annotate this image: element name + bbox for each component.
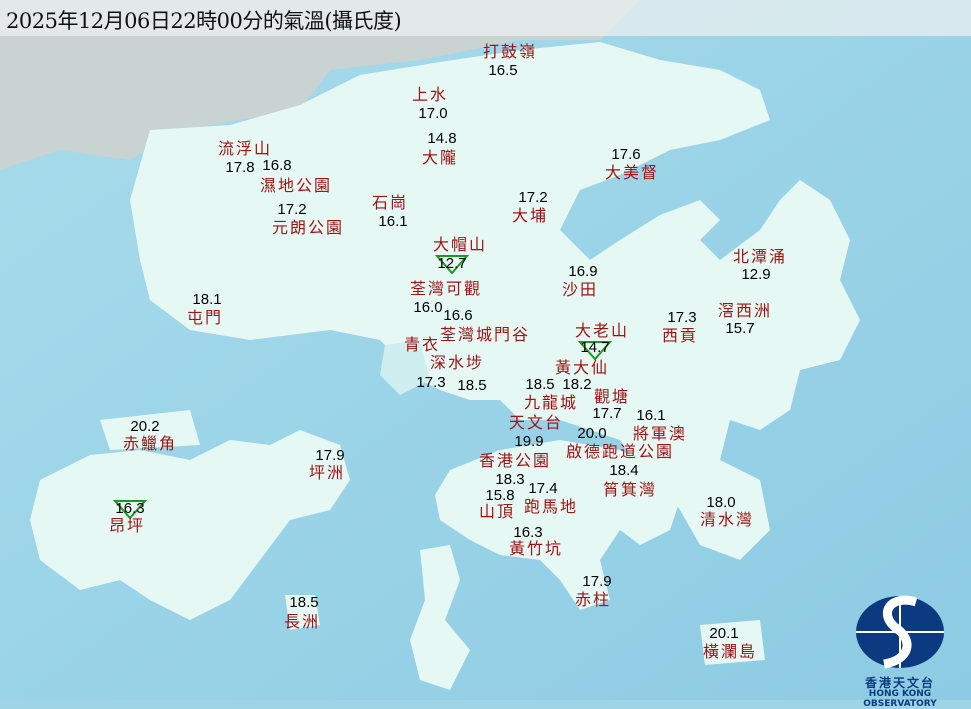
station-name: 山頂 [478,502,516,522]
station-temperature: 17.2 [277,200,307,218]
station-name: 橫瀾島 [702,642,758,662]
station-name: 打鼓嶺 [482,42,538,62]
station-temperature: 18.5 [289,593,319,611]
station-temperature: 15.7 [725,319,755,337]
station-temperature: 17.8 [225,158,255,176]
station-name: 大埔 [511,206,549,226]
logo-english-text: HONG KONG OBSERVATORY [863,689,937,709]
lantau-island [30,430,350,620]
tsing-yi [380,340,430,395]
station-temperature: 14.8 [427,129,457,147]
station-name: 深水埗 [429,353,485,373]
station-temperature: 17.3 [416,373,446,391]
station-temperature: 16.9 [568,262,598,280]
station-name: 北潭涌 [732,247,788,267]
map-title: 2025年12月06日22時00分的氣溫(攝氏度) [6,9,402,33]
new-territories-land [130,42,860,560]
station-name: 昂坪 [108,516,146,536]
station-name: 九龍城 [523,393,579,413]
station-temperature: 17.6 [611,145,641,163]
cheung-chau [285,595,320,630]
station-temperature: 18.1 [192,290,222,308]
shenzhen-land [0,0,640,170]
station-temperature: 16.3 [115,499,145,517]
station-name: 清水灣 [699,510,755,530]
station-name: 天文台 [508,413,564,433]
station-temperature: 17.7 [592,404,622,422]
station-name: 赤鱲角 [122,434,178,454]
station-temperature: 18.4 [609,461,639,479]
station-temperature: 20.1 [709,624,739,642]
station-name: 石崗 [371,193,409,213]
station-temperature: 18.2 [562,375,592,393]
station-name: 屯門 [186,308,224,328]
min-temp-triangle-icon [113,500,147,520]
station-name: 沙田 [561,280,599,300]
station-temperature: 16.8 [262,156,292,174]
waglan-area [700,620,765,665]
station-temperature: 20.2 [130,417,160,435]
station-name: 筲箕灣 [602,480,658,500]
station-temperature: 17.9 [582,572,612,590]
min-temp-triangle-icon [435,255,469,275]
station-temperature: 18.0 [706,493,736,511]
station-name: 赤柱 [574,590,612,610]
station-temperature: 16.0 [413,298,443,316]
station-name: 大老山 [574,321,630,341]
station-name: 濕地公園 [259,176,333,196]
station-temperature: 16.6 [443,306,473,324]
station-name: 啟德跑道公園 [565,442,675,462]
station-name: 大帽山 [432,235,488,255]
lamma-island [410,545,470,690]
station-temperature: 17.0 [418,104,448,122]
station-temperature: 12.9 [741,265,771,283]
title-bar: 2025年12月06日22時00分的氣溫(攝氏度) [0,0,971,36]
station-name: 大美督 [604,163,660,183]
station-name: 滘西洲 [717,301,773,321]
station-name: 香港公園 [478,451,552,471]
station-name: 西貢 [661,326,699,346]
logo-chinese-text: 香港天文台 [864,676,935,690]
station-name: 長洲 [283,612,321,632]
station-temperature: 16.5 [488,61,518,79]
station-temperature: 16.3 [513,523,543,541]
station-temperature: 12.7 [437,254,467,272]
station-temperature: 14.7 [580,338,610,356]
station-name: 黃大仙 [554,358,610,378]
station-name: 大隴 [421,148,459,168]
station-name: 荃灣可觀 [409,279,483,299]
station-temperature: 19.9 [514,432,544,450]
station-name: 荃灣城門谷 [439,325,531,345]
station-name: 元朗公園 [271,218,345,238]
station-temperature: 18.5 [525,375,555,393]
station-name: 流浮山 [217,139,273,159]
station-temperature: 17.4 [528,479,558,497]
station-name: 上水 [411,85,449,105]
hko-logo: 香港天文台 HONG KONG OBSERVATORY [840,588,960,709]
station-temperature: 16.1 [636,406,666,424]
station-name: 跑馬地 [523,497,579,517]
station-temperature: 18.5 [457,376,487,394]
station-name: 黃竹坑 [508,538,564,558]
station-name: 青衣 [403,335,441,355]
hko-emblem-icon [856,595,944,669]
station-name: 坪洲 [308,463,346,483]
airport-island [100,410,200,450]
hong-kong-island [435,440,680,610]
station-temperature: 18.3 [495,470,525,488]
station-name: 觀塘 [593,387,631,407]
station-temperature: 20.0 [577,424,607,442]
station-name: 將軍澳 [632,424,688,444]
station-temperature: 17.3 [667,308,697,326]
min-temp-triangle-icon [578,341,612,361]
station-temperature: 17.2 [518,188,548,206]
station-temperature: 17.9 [315,446,345,464]
station-temperature: 16.1 [378,212,408,230]
station-temperature: 15.8 [485,486,515,504]
